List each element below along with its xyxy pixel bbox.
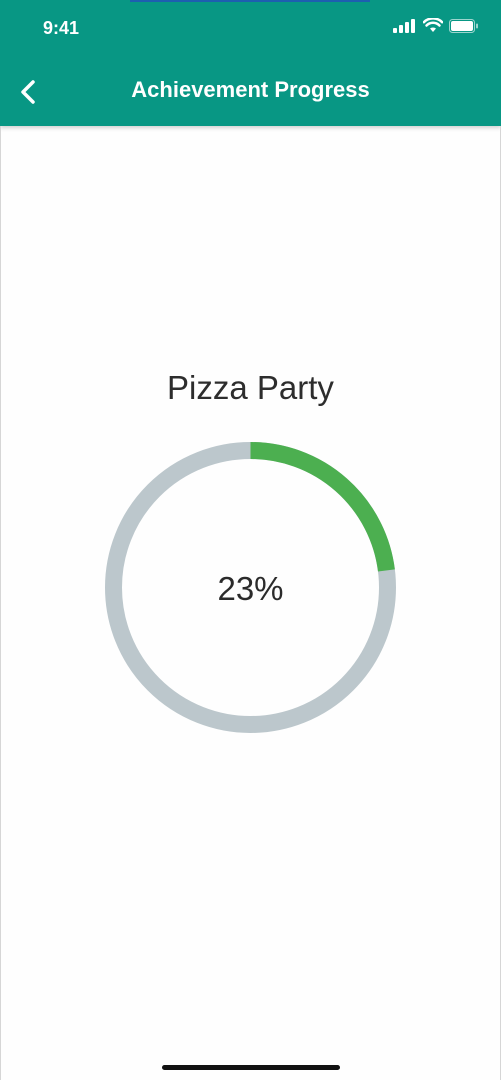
- status-time: 9:41: [43, 18, 80, 38]
- home-indicator[interactable]: [162, 1065, 340, 1070]
- chevron-left-icon: [21, 80, 35, 104]
- signal-icon: [393, 18, 415, 33]
- battery-icon: [449, 18, 478, 33]
- back-button[interactable]: [8, 72, 48, 112]
- progress-percent: 23%: [217, 570, 284, 607]
- status-icons: [393, 18, 479, 33]
- top-stripe: [130, 0, 370, 2]
- page-title: Achievement Progress: [131, 77, 370, 102]
- progress-fill: [105, 442, 396, 733]
- progress-ring: [105, 442, 396, 733]
- left-edge: [0, 126, 1, 1080]
- wifi-icon: [423, 18, 443, 32]
- app-header: 9:41 Achievement P: [0, 0, 501, 126]
- achievement-name: Pizza Party: [167, 369, 334, 406]
